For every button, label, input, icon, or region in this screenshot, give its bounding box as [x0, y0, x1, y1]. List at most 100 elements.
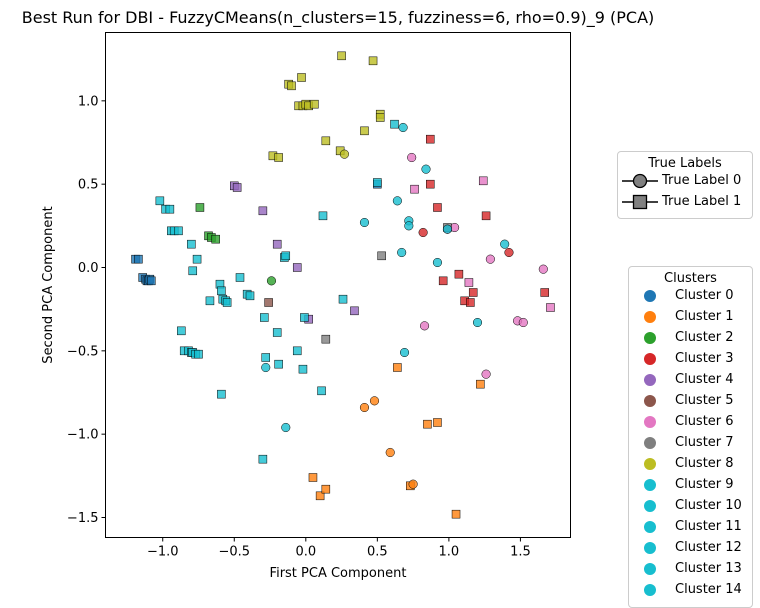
- legend-entry-cluster-3: Cluster 3: [629, 349, 752, 370]
- y-axis-label: Second PCA Component: [41, 206, 56, 363]
- scatter-point-cluster-8-label-1: [287, 81, 296, 91]
- points-layer: [131, 51, 555, 519]
- scatter-point-cluster-9-label-1: [298, 364, 308, 374]
- scatter-point-cluster-1-label-1: [308, 473, 318, 482]
- scatter-point-cluster-1-label-1: [433, 418, 442, 427]
- scatter-point-cluster-6-label-0: [538, 264, 548, 274]
- scatter-point-cluster-9-label-1: [373, 178, 382, 187]
- scatter-point-cluster-9-label-1: [192, 254, 202, 264]
- scatter-point-cluster-3-label-1: [468, 288, 478, 297]
- scatter-point-cluster-3-label-0: [504, 247, 514, 258]
- true-labels-legend-title: True Labels: [648, 156, 722, 171]
- x-axis-label: First PCA Component: [270, 566, 407, 581]
- cluster-color-swatch: [644, 500, 656, 512]
- y-tick-label: 0.0: [78, 261, 99, 276]
- scatter-point-cluster-9-label-0: [432, 257, 442, 268]
- y-tick-label: −1.5: [67, 511, 99, 526]
- x-tick-label: −1.0: [147, 545, 179, 560]
- scatter-point-cluster-8-label-1: [360, 126, 369, 136]
- scatter-point-cluster-9-label-1: [177, 326, 186, 336]
- y-tick-label: 0.5: [78, 178, 99, 193]
- legend-label-cluster-6: Cluster 6: [675, 414, 734, 429]
- scatter-point-cluster-1-label-1: [321, 484, 331, 494]
- cluster-color-swatch: [644, 311, 656, 323]
- cluster-color-swatch: [644, 353, 656, 365]
- legend-entry-cluster-5: Cluster 5: [629, 391, 752, 412]
- legend-entry-cluster-8: Cluster 8: [629, 454, 752, 475]
- true-labels-legend: True Labels True Label 0 True Label 1: [617, 151, 753, 219]
- legend-entry-cluster-1: Cluster 1: [629, 307, 752, 328]
- scatter-point-cluster-3-label-0: [418, 227, 428, 238]
- cluster-color-swatch: [644, 290, 656, 302]
- scatter-point-cluster-9-label-0: [404, 221, 414, 231]
- scatter-point-cluster-6-label-0: [518, 317, 528, 328]
- cluster-color-swatch: [644, 395, 656, 407]
- legend-label-cluster-11: Cluster 11: [675, 519, 742, 534]
- circle-marker-icon: [622, 173, 658, 189]
- legend-entry-cluster-9: Cluster 9: [629, 475, 752, 496]
- scatter-point-cluster-0-label-1: [147, 276, 156, 286]
- scatter-point-cluster-9-label-1: [245, 291, 255, 301]
- legend-entry-cluster-11: Cluster 11: [629, 517, 752, 538]
- scatter-point-cluster-9-label-1: [274, 359, 283, 369]
- x-tick-label: −0.5: [218, 545, 250, 560]
- legend-label-cluster-10: Cluster 10: [675, 498, 742, 513]
- cluster-color-swatch: [644, 521, 656, 533]
- scatter-point-cluster-6-label-1: [546, 303, 555, 312]
- scatter-point-cluster-4-label-1: [258, 206, 268, 216]
- scatter-point-cluster-1-label-1: [315, 491, 325, 501]
- scatter-point-cluster-9-label-1: [174, 226, 183, 236]
- scatter-point-cluster-9-label-0: [281, 422, 291, 433]
- scatter-point-cluster-6-label-1: [464, 278, 474, 287]
- scatter-point-cluster-4-label-1: [272, 239, 282, 249]
- scatter-point-cluster-8-label-1: [274, 153, 283, 162]
- x-tick-label: 1.5: [510, 545, 531, 560]
- scatter-point-cluster-9-label-1: [188, 266, 198, 276]
- scatter-point-cluster-9-label-1: [390, 119, 399, 129]
- cluster-color-swatch: [644, 416, 656, 428]
- scatter-point-cluster-1-label-0: [408, 479, 418, 489]
- scatter-point-cluster-1-label-0: [359, 402, 370, 413]
- scatter-point-cluster-9-label-1: [292, 346, 302, 356]
- legend-entry-cluster-4: Cluster 4: [629, 370, 752, 391]
- cluster-color-swatch: [644, 332, 656, 344]
- scatter-point-cluster-8-label-1: [321, 136, 331, 146]
- scatter-point-cluster-6-label-0: [420, 321, 430, 331]
- legend-label-true-label-0: True Label 0: [662, 173, 742, 188]
- scatter-point-cluster-9-label-0: [500, 239, 510, 249]
- scatter-point-cluster-9-label-1: [235, 273, 245, 282]
- legend-entry-true-label-0: True Label 0: [618, 171, 752, 192]
- scatter-point-cluster-9-label-1: [222, 298, 232, 307]
- scatter-point-cluster-6-label-0: [481, 369, 491, 379]
- scatter-point-cluster-9-label-1: [217, 286, 226, 296]
- scatter-point-cluster-1-label-0: [369, 396, 380, 406]
- scatter-point-cluster-9-label-1: [194, 349, 203, 359]
- legend-label-cluster-7: Cluster 7: [675, 435, 734, 450]
- scatter-point-cluster-7-label-1: [321, 334, 331, 344]
- scatter-point-cluster-9-label-0: [421, 164, 431, 174]
- scatter-point-cluster-8-label-1: [375, 113, 385, 122]
- scatter-point-cluster-9-label-1: [318, 211, 328, 221]
- scatter-point-cluster-1-label-1: [393, 363, 402, 372]
- chart-title: Best Run for DBI - FuzzyCMeans(n_cluster…: [22, 8, 655, 28]
- square-marker-icon: [622, 194, 658, 210]
- x-axis: −1.0 −0.5 0.0 0.5 1.0 1.5: [147, 537, 531, 560]
- y-tick-label: −0.5: [67, 344, 99, 359]
- scatter-point-cluster-9-label-0: [398, 122, 408, 133]
- scatter-point-cluster-9-label-0: [359, 217, 370, 228]
- scatter-point-cluster-6-label-0: [407, 152, 417, 163]
- legend-label-cluster-4: Cluster 4: [675, 372, 734, 387]
- scatter-point-cluster-1-label-1: [423, 419, 432, 429]
- scatter-point-cluster-9-label-1: [165, 204, 175, 214]
- scatter-point-cluster-8-label-1: [368, 56, 378, 66]
- legend-label-cluster-5: Cluster 5: [675, 393, 734, 408]
- scatter-point-cluster-0-label-1: [134, 254, 143, 264]
- x-tick-label: 1.0: [439, 545, 460, 560]
- scatter-point-cluster-9-label-1: [155, 196, 165, 206]
- cluster-color-swatch: [644, 563, 656, 575]
- scatter-point-cluster-8-label-0: [339, 149, 349, 159]
- scatter-point-cluster-6-label-1: [410, 184, 419, 194]
- scatter-point-cluster-9-label-1: [205, 296, 215, 306]
- plot-frame: [105, 32, 571, 538]
- x-tick-label: 0.0: [295, 545, 316, 560]
